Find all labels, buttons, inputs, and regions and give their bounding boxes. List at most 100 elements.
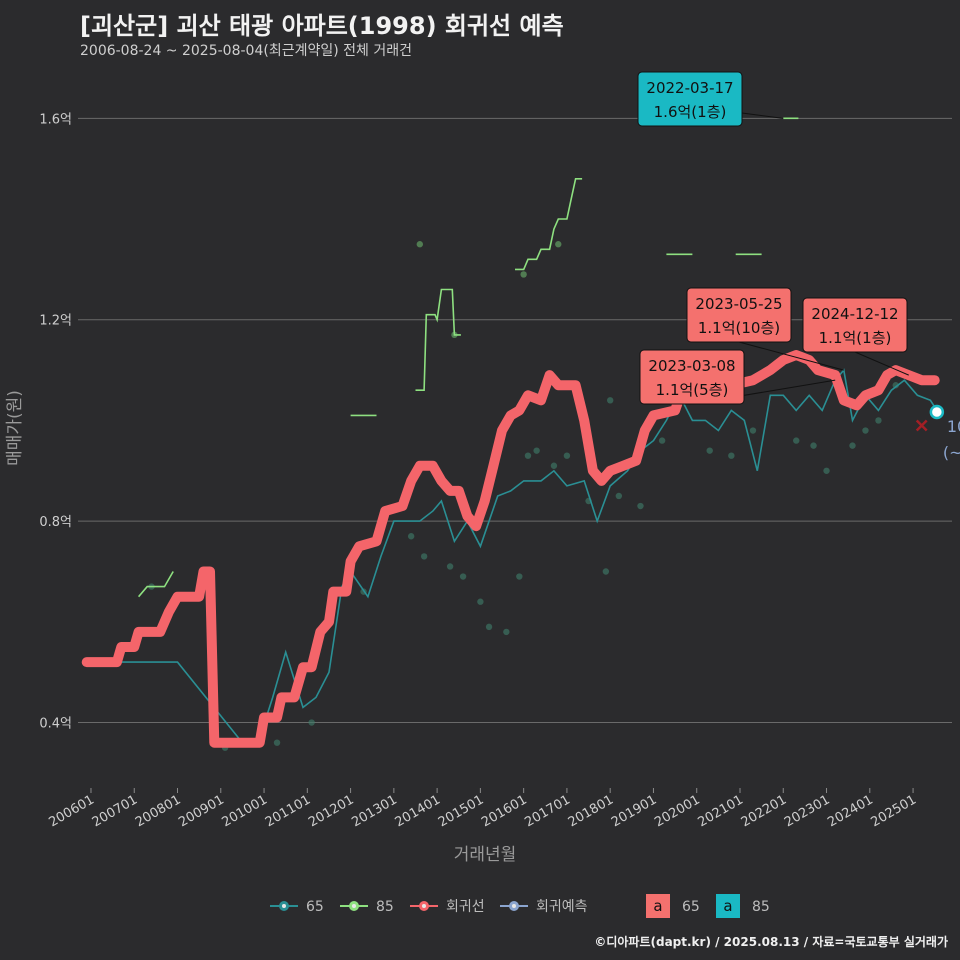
scatter-point bbox=[520, 271, 527, 278]
forecast-value-label: 10,167 bbox=[947, 417, 960, 436]
x-tick-label: 201001 bbox=[220, 792, 270, 830]
legend-box-label: 65 bbox=[682, 899, 700, 915]
scatter-point bbox=[273, 739, 281, 746]
legend-box-65 bbox=[646, 894, 670, 918]
legend-box-glyph: a bbox=[653, 897, 662, 915]
scatter-point bbox=[749, 427, 757, 434]
chart-title: [괴산군] 괴산 태광 아파트(1998) 회귀선 예측 bbox=[80, 12, 564, 40]
scatter-point bbox=[477, 598, 484, 605]
legend-dot-core bbox=[512, 904, 516, 908]
y-tick-label: 1.6억 bbox=[39, 112, 72, 127]
x-tick-label: 201301 bbox=[349, 792, 399, 830]
legend-box-85 bbox=[716, 894, 740, 918]
annotation-box bbox=[802, 297, 908, 353]
annotation-box bbox=[639, 349, 745, 405]
annotation-price: 1.1억(10층) bbox=[698, 319, 780, 337]
annotation-box bbox=[637, 71, 743, 127]
scatter-point bbox=[446, 563, 454, 570]
x-tick-label: 201901 bbox=[609, 792, 659, 830]
x-tick-label: 201401 bbox=[393, 792, 443, 830]
x-tick-label: 200601 bbox=[46, 792, 96, 830]
annotation-price: 1.1억(1층) bbox=[819, 329, 892, 347]
x-tick-label: 200701 bbox=[90, 792, 140, 830]
x-tick-label: 201701 bbox=[522, 792, 572, 830]
y-tick-label: 0.8억 bbox=[39, 515, 72, 530]
scatter-point bbox=[550, 462, 558, 469]
forecast-cross-marker bbox=[915, 419, 928, 432]
x-tick-label: 202101 bbox=[696, 792, 746, 830]
annotation-price: 1.6억(1층) bbox=[654, 103, 727, 121]
regression-line bbox=[81, 350, 940, 748]
x-tick-label: 202501 bbox=[869, 792, 919, 830]
series-85-segment bbox=[137, 571, 174, 598]
x-tick-label: 202301 bbox=[782, 792, 832, 830]
annotation-box bbox=[686, 287, 792, 343]
scatter-point bbox=[533, 447, 540, 454]
legend-label-forecast: 회귀예측 bbox=[536, 899, 588, 915]
annotation-leader bbox=[854, 351, 909, 376]
scatter-point bbox=[459, 573, 467, 580]
scatter-point bbox=[555, 241, 562, 248]
scatter-point bbox=[849, 442, 856, 449]
series-65-line bbox=[117, 368, 938, 744]
scatter-point bbox=[485, 623, 493, 631]
x-tick-label: 201601 bbox=[479, 792, 529, 830]
legend: 65 85 회귀선 회귀예측 a 65 a 85 bbox=[270, 894, 770, 918]
scatter-point bbox=[615, 492, 623, 500]
scatter-point bbox=[810, 442, 817, 449]
legend-box-glyph: a bbox=[723, 897, 732, 915]
x-tick-label: 202201 bbox=[739, 792, 789, 830]
annotation-date: 2022-03-17 bbox=[646, 79, 733, 97]
legend-label-s65: 65 bbox=[306, 899, 324, 915]
x-tick-label: 202401 bbox=[825, 792, 875, 830]
legend-label-s85: 85 bbox=[376, 899, 394, 915]
annotation-date: 2023-05-25 bbox=[695, 295, 782, 313]
y-tick-label: 1.2억 bbox=[39, 314, 72, 329]
legend-dot-core bbox=[352, 904, 356, 908]
legend-dot-core bbox=[282, 904, 286, 908]
scatter-point bbox=[637, 502, 644, 510]
scatter-point bbox=[823, 467, 830, 474]
x-tick-label: 202001 bbox=[652, 792, 702, 830]
annotation-date: 2023-03-08 bbox=[648, 357, 735, 375]
scatter-point bbox=[892, 382, 899, 389]
y-axis-title: 매매가(원) bbox=[5, 390, 25, 466]
legend-label-regression: 회귀선 bbox=[446, 899, 485, 915]
x-tick-label: 201201 bbox=[306, 792, 356, 830]
annotation-date: 2024-12-12 bbox=[811, 305, 898, 323]
annotation-price: 1.1억(5층) bbox=[656, 381, 729, 399]
y-tick-label: 0.4억 bbox=[39, 717, 72, 732]
legend-dot-core bbox=[422, 904, 426, 908]
annotation-leader bbox=[741, 112, 784, 119]
scatter-point bbox=[503, 628, 510, 636]
scatter-point bbox=[516, 573, 523, 580]
legend-box-label: 85 bbox=[752, 899, 770, 915]
forecast-area-label: (~65㎡) bbox=[943, 443, 960, 462]
annotation-leader bbox=[738, 341, 844, 371]
scatter-point bbox=[407, 533, 415, 540]
scatter-point bbox=[793, 437, 800, 444]
x-tick-label: 200901 bbox=[176, 792, 226, 830]
scatter-point bbox=[606, 397, 614, 404]
scatter-point bbox=[563, 452, 571, 459]
scatter-point bbox=[602, 568, 610, 575]
scatter-point bbox=[416, 241, 424, 248]
scatter-point bbox=[875, 417, 882, 424]
scatter-point bbox=[308, 719, 315, 726]
x-tick-label: 201101 bbox=[263, 792, 313, 830]
scatter-point bbox=[706, 447, 713, 454]
x-tick-label: 201501 bbox=[436, 792, 486, 830]
series-85-segment bbox=[415, 288, 461, 391]
x-axis-title: 거래년월 bbox=[454, 845, 517, 865]
x-tick-label: 201801 bbox=[566, 792, 616, 830]
scatter-point bbox=[862, 427, 869, 434]
scatter-point bbox=[524, 452, 532, 459]
scatter-point bbox=[728, 452, 735, 459]
scatter-point bbox=[658, 437, 666, 444]
scatter-point bbox=[420, 553, 428, 560]
chart-subtitle: 2006-08-24 ~ 2025-08-04(최근계약일) 전체 거래건 bbox=[80, 43, 412, 59]
x-tick-label: 200801 bbox=[133, 792, 183, 830]
source-credit: ©디아파트(dapt.kr) / 2025.08.13 / 자료=국토교통부 실… bbox=[594, 935, 948, 949]
series-85-segment bbox=[515, 178, 583, 271]
